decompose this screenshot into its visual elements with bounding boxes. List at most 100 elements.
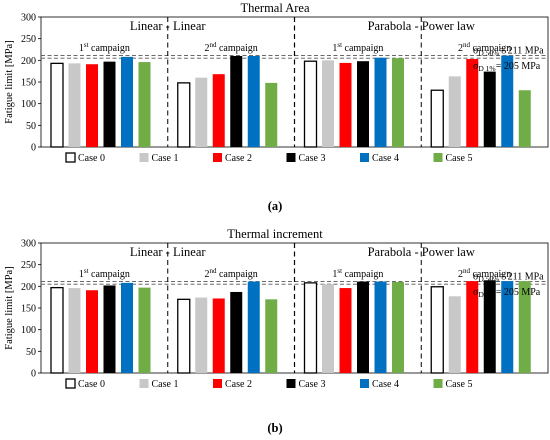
section-title: Linear - Linear <box>130 19 206 33</box>
legend-label: Case 3 <box>299 153 326 164</box>
bar-case-1 <box>68 63 81 147</box>
section-title: Parabola - Power law <box>368 19 475 33</box>
legend-swatch <box>286 379 296 388</box>
legend-label: Case 2 <box>225 379 252 390</box>
bar-case-5 <box>265 299 278 373</box>
panel-caption: (a) <box>268 199 283 213</box>
y-tick-label: 0 <box>31 143 36 154</box>
threshold-label-1: σD 1%= 205 MPa <box>473 287 541 299</box>
legend-swatch <box>65 378 76 389</box>
threshold-label-0: σD 50%= 211 MPa <box>473 272 544 284</box>
bar-case-2 <box>212 74 225 147</box>
campaign-label: 2nd campaign <box>458 41 511 54</box>
bar-case-5 <box>138 62 151 147</box>
campaign-label: 1st campaign <box>79 41 130 54</box>
bar-case-4 <box>247 56 260 147</box>
y-tick-label: 300 <box>21 239 36 250</box>
bar-case-5 <box>392 282 404 373</box>
bar-case-4 <box>121 56 133 147</box>
chart-title: Thermal increment <box>227 227 323 241</box>
bar-case-3 <box>357 281 369 373</box>
legend-swatch <box>213 379 222 388</box>
bar-case-1 <box>195 297 208 373</box>
chart-title: Thermal Area <box>240 1 310 15</box>
section-title: Parabola - Power law <box>368 245 475 259</box>
bar-case-4 <box>374 281 387 373</box>
legend-label: Case 5 <box>446 153 473 164</box>
bar-case-5 <box>518 90 531 147</box>
legend-swatch <box>65 152 76 163</box>
campaign-label: 2nd campaign <box>204 267 257 280</box>
bar-case-3 <box>357 61 369 148</box>
bar-case-5 <box>392 58 404 147</box>
y-tick-label: 150 <box>21 78 36 89</box>
y-tick-label: 250 <box>21 260 36 271</box>
y-tick-label: 200 <box>21 282 36 293</box>
bar-case-3 <box>483 280 496 373</box>
bar-case-4 <box>501 55 514 147</box>
bar-case-2 <box>339 288 352 373</box>
bar-case-2 <box>212 298 225 373</box>
panel-caption: (b) <box>267 421 282 435</box>
campaign-label: 1st campaign <box>79 267 130 280</box>
bar-case-0 <box>430 286 444 374</box>
legend-swatch <box>213 153 222 162</box>
legend-swatch <box>139 379 149 388</box>
campaign-label: 2nd campaign <box>204 41 257 54</box>
legend-swatch <box>360 379 369 388</box>
legend-swatch <box>360 153 369 162</box>
section-title: Linear - Linear <box>130 245 206 259</box>
bar-case-0 <box>177 298 191 374</box>
y-tick-label: 100 <box>21 99 36 110</box>
campaign-label: 1st campaign <box>332 41 383 54</box>
bar-case-5 <box>138 287 151 373</box>
legend-label: Case 5 <box>446 379 473 390</box>
legend-label: Case 4 <box>372 153 399 164</box>
bar-case-1 <box>322 284 334 373</box>
bar-case-1 <box>448 296 461 373</box>
bar-case-2 <box>86 64 98 147</box>
legend-swatch <box>286 153 296 162</box>
bar-case-0 <box>177 82 191 148</box>
legend-label: Case 4 <box>372 379 399 390</box>
threshold-label-0: σD 50%= 211 MPa <box>473 46 544 58</box>
bar-case-2 <box>466 281 479 373</box>
chart-panel-1: Thermal increment 0 50 100 150 200 250 300 Fatig… <box>4 227 549 435</box>
y-tick-label: 50 <box>26 347 36 358</box>
y-axis-label: Fatigue limit [MPa] <box>4 266 15 349</box>
bar-case-4 <box>247 281 260 373</box>
bar-case-2 <box>466 59 479 147</box>
bar-case-5 <box>518 281 531 373</box>
y-tick-label: 250 <box>21 34 36 45</box>
y-tick-label: 200 <box>21 56 36 67</box>
bar-case-0 <box>303 282 318 374</box>
legend-swatch <box>433 153 443 162</box>
campaign-label: 1st campaign <box>332 267 383 280</box>
bar-case-5 <box>265 82 278 147</box>
legend-label: Case 0 <box>78 379 105 390</box>
threshold-label-1: σD 1%= 205 MPa <box>473 61 541 73</box>
legend-swatch <box>139 153 149 162</box>
bar-case-0 <box>430 89 444 148</box>
bar-case-4 <box>501 281 514 373</box>
bar-case-3 <box>103 285 116 373</box>
bar-case-1 <box>195 77 208 147</box>
bar-case-4 <box>121 282 133 373</box>
bar-case-4 <box>374 57 387 147</box>
bar-case-2 <box>339 62 352 147</box>
legend-label: Case 2 <box>225 153 252 164</box>
bar-case-3 <box>483 71 496 147</box>
bar-case-1 <box>322 60 334 148</box>
campaign-label: 2nd campaign <box>458 267 511 280</box>
bar-case-3 <box>230 56 243 147</box>
y-tick-label: 300 <box>21 13 36 24</box>
legend-label: Case 1 <box>152 379 179 390</box>
bar-case-3 <box>103 61 116 148</box>
bar-case-2 <box>86 290 98 373</box>
y-tick-label: 0 <box>31 369 36 380</box>
bar-case-3 <box>230 291 243 373</box>
y-tick-label: 50 <box>26 121 36 132</box>
bar-case-0 <box>50 286 64 374</box>
legend-label: Case 3 <box>299 379 326 390</box>
